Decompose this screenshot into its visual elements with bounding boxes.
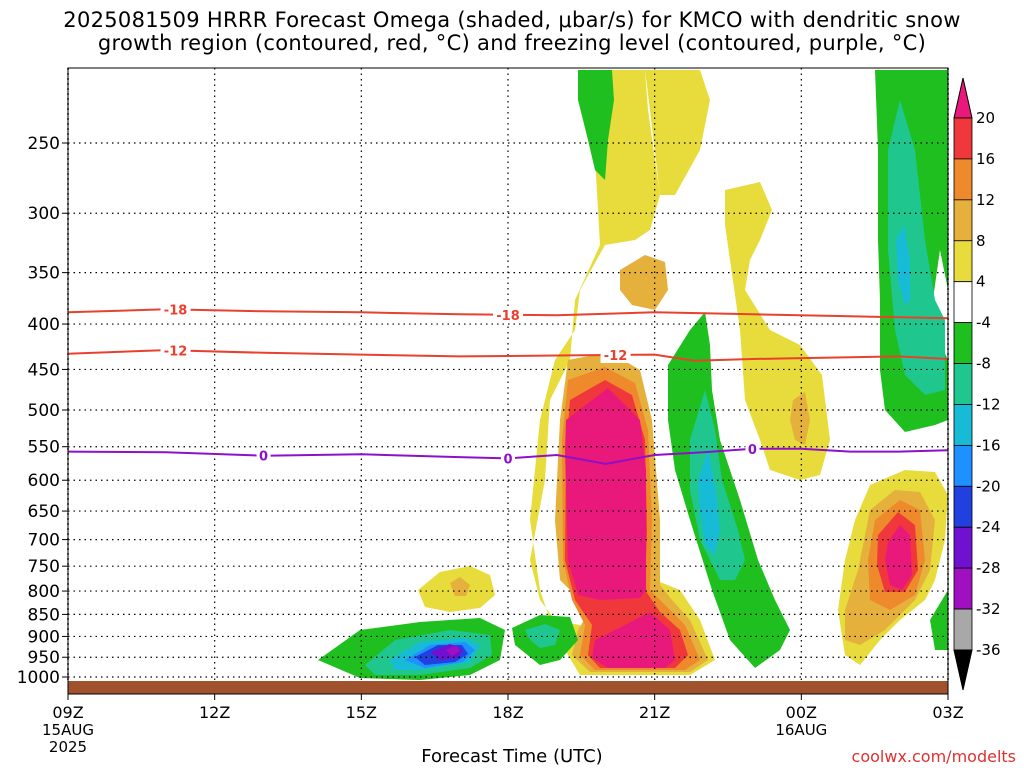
contour-label: -12 xyxy=(164,344,188,359)
x-tick-label: 21Z xyxy=(639,703,670,722)
x-tick-label: 00Z xyxy=(786,703,817,722)
omega-area-neg8 xyxy=(930,590,948,650)
omega-area-4 xyxy=(530,70,715,675)
contour-label-bg xyxy=(160,301,191,318)
omega-area-20 xyxy=(565,388,646,600)
colorbar-label: 20 xyxy=(976,109,995,127)
y-tick-label: 750 xyxy=(28,557,60,577)
omega-shading xyxy=(318,70,948,680)
x-tick-sublabel: 2025 xyxy=(49,738,87,756)
y-tick-label: 300 xyxy=(28,204,60,224)
x-tick-label: 18Z xyxy=(492,703,523,722)
contour-label-bg xyxy=(256,447,271,464)
y-tick-label: 700 xyxy=(28,531,60,551)
colorbar-label: 4 xyxy=(976,273,986,291)
colorbar-label: -4 xyxy=(976,314,991,332)
omega-area-4 xyxy=(645,70,710,195)
omega-area-neg32 xyxy=(446,645,460,656)
colorbar-label: -8 xyxy=(976,355,991,373)
contour-label: 0 xyxy=(503,452,512,467)
contour-label-bg xyxy=(745,440,760,457)
colorbar-label: -16 xyxy=(976,436,1001,454)
contour-label-bg xyxy=(493,306,523,323)
colorbar-label: -32 xyxy=(976,600,1001,618)
x-tick-sublabel: 15AUG xyxy=(42,721,94,739)
y-tick-label: 850 xyxy=(28,605,60,625)
colorbar-label: -12 xyxy=(976,395,1001,413)
chart-title-line1: 2025081509 HRRR Forecast Omega (shaded, … xyxy=(63,8,961,32)
x-tick-label: 12Z xyxy=(199,703,230,722)
colorbar-segment xyxy=(953,444,973,487)
y-axis: 2503003504004505005506006507007508008509… xyxy=(17,134,68,688)
chart-title-line2: growth region (contoured, red, °C) and f… xyxy=(97,31,927,55)
x-axis-title: Forecast Time (UTC) xyxy=(421,746,603,767)
contour-label: -12 xyxy=(604,349,628,364)
colorbar-segment xyxy=(953,485,973,528)
colorbar-segment xyxy=(953,567,973,610)
contour-label: -18 xyxy=(496,309,520,324)
colorbar-label: -20 xyxy=(976,477,1001,495)
y-tick-label: 250 xyxy=(28,134,60,154)
freezing-contour-line xyxy=(67,447,949,465)
y-tick-label: 650 xyxy=(28,502,60,522)
y-tick-label: 1000 xyxy=(17,668,60,688)
y-tick-label: 350 xyxy=(28,264,60,284)
colorbar-segment xyxy=(953,404,973,446)
x-tick-label: 03Z xyxy=(932,703,963,722)
contour-label-bg xyxy=(600,346,631,363)
y-tick-label: 550 xyxy=(28,438,60,458)
colorbar-segment xyxy=(953,117,973,160)
contour-label-bg xyxy=(501,450,515,467)
y-tick-label: 950 xyxy=(28,648,60,668)
omega-area-neg16 xyxy=(896,225,910,305)
colorbar: 20 16 12 8 4 -4 -8 -12 -16 -20 -24 -28 -32 -36 xyxy=(953,77,1001,691)
colorbar-segment xyxy=(953,199,973,242)
colorbar-segment xyxy=(953,322,973,364)
omega-area-8 xyxy=(790,392,810,445)
x-tick-sublabel: 16AUG xyxy=(775,721,827,739)
x-tick-label: 15Z xyxy=(346,703,377,722)
y-tick-label: 900 xyxy=(28,627,60,647)
omega-area-neg8 xyxy=(668,312,790,668)
contour-label: -18 xyxy=(164,304,188,319)
y-tick-label: 450 xyxy=(28,360,60,380)
colorbar-label: 16 xyxy=(976,150,995,168)
site-credit: coolwx.com/modelts xyxy=(851,747,1016,766)
grid-lines xyxy=(67,68,949,681)
colorbar-segment xyxy=(953,77,973,119)
colorbar-label: -28 xyxy=(976,559,1001,577)
colorbar-segment xyxy=(953,240,973,283)
y-tick-label: 500 xyxy=(28,401,60,421)
colorbar-label: 12 xyxy=(976,191,995,209)
colorbar-segment xyxy=(953,281,973,324)
colorbar-segment xyxy=(953,608,973,651)
omega-area-8 xyxy=(620,255,668,310)
y-tick-label: 600 xyxy=(28,471,60,491)
colorbar-segment xyxy=(953,649,973,691)
colorbar-segment xyxy=(953,363,973,405)
contour-label: 0 xyxy=(748,443,757,458)
colorbar-segment xyxy=(953,158,973,201)
y-tick-label: 800 xyxy=(28,582,60,602)
omega-area-neg8 xyxy=(578,70,614,180)
x-tick-label: 09Z xyxy=(52,703,83,722)
ground-strip xyxy=(68,681,948,694)
colorbar-segment xyxy=(953,526,973,569)
colorbar-label: -36 xyxy=(976,641,1001,659)
omega-area-neg12 xyxy=(888,100,945,395)
contour-label: 0 xyxy=(259,450,268,465)
contour-label-bg xyxy=(160,342,191,359)
colorbar-label: 8 xyxy=(976,232,986,250)
omega-area-20 xyxy=(592,612,675,668)
contour-lines: -18 -18 -12 -12 0 0 0 xyxy=(67,301,949,467)
omega-area-20 xyxy=(885,525,912,590)
omega-area-neg16 xyxy=(698,450,720,555)
y-tick-label: 400 xyxy=(28,315,60,335)
colorbar-label: -24 xyxy=(976,518,1001,536)
